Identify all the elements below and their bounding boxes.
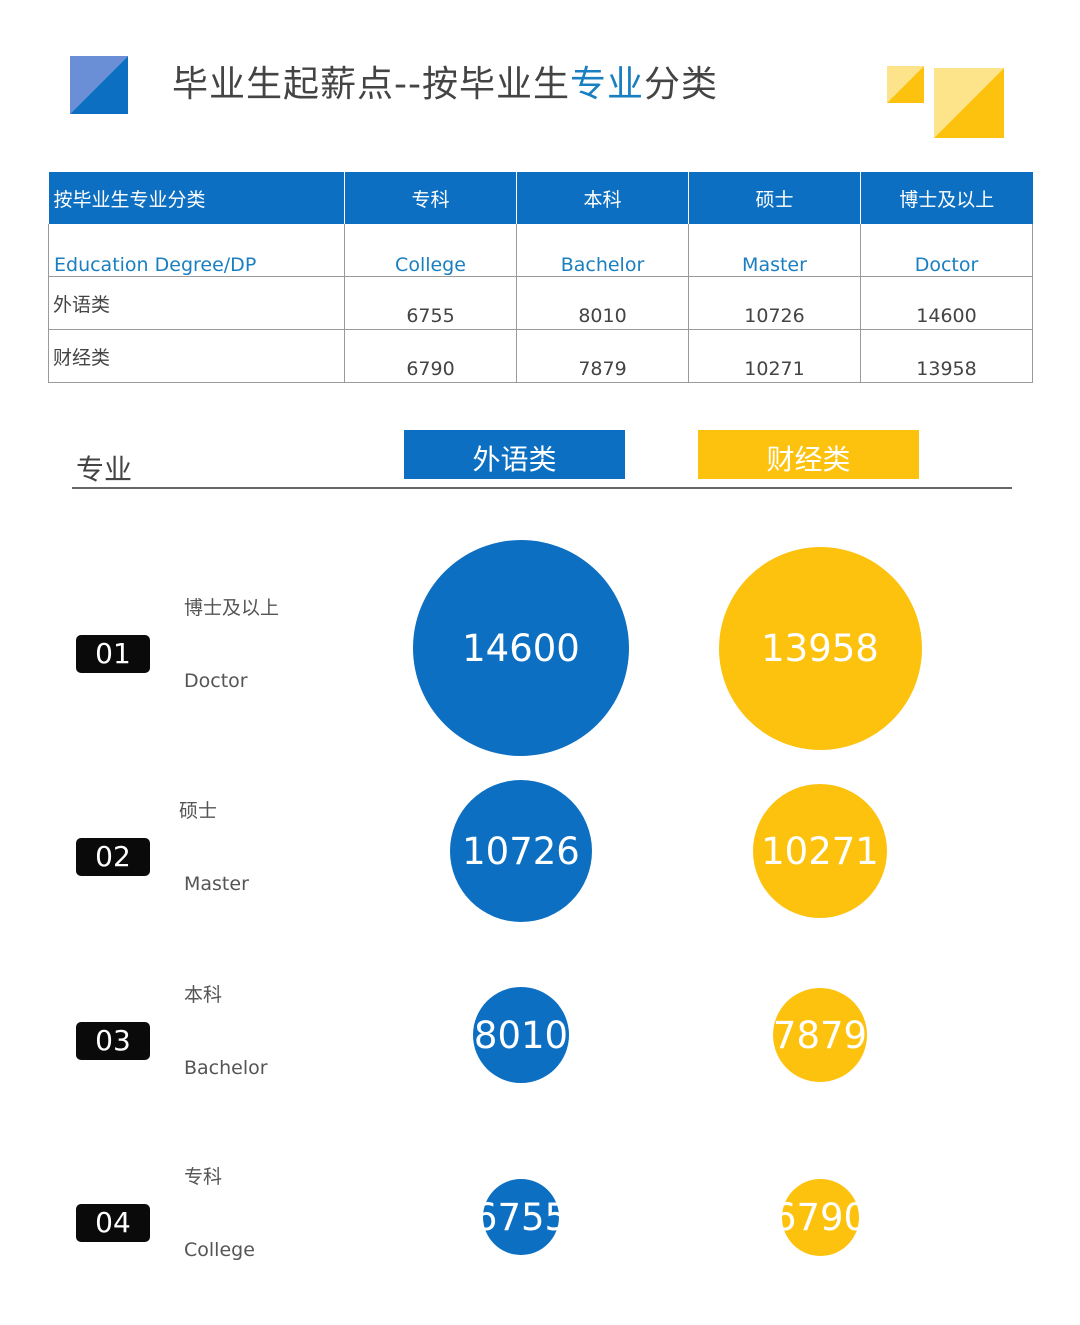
table-header: 博士及以上 (860, 172, 1033, 224)
table-subheader-row: Education Degree/DP College Bachelor Mas… (48, 224, 1033, 277)
table-subheader: Master (688, 224, 861, 277)
table-subheader: Bachelor (516, 224, 689, 277)
bubble-finance: 10271 (753, 784, 887, 918)
bubble-foreign-language: 8010 (473, 987, 569, 1083)
major-axis-label: 专业 (76, 453, 133, 486)
bubble-value-label: 13958 (761, 626, 879, 670)
table-cell: 14600 (860, 276, 1033, 330)
table-cell: 13958 (860, 329, 1033, 383)
table-row-label: 财经类 (48, 329, 345, 383)
table-cell: 6755 (344, 276, 517, 330)
blue-square-logo (70, 56, 128, 114)
rank-badge: 01 (76, 635, 150, 673)
legend-foreign-language: 外语类 (404, 430, 625, 479)
category-label-cn: 本科 (184, 984, 223, 1006)
title-part2: 分类 (644, 64, 719, 105)
bubble-foreign-language: 10726 (450, 780, 592, 922)
bubble-value-label: 14600 (462, 626, 580, 670)
legend-finance: 财经类 (698, 430, 919, 479)
table-subheader: Doctor (860, 224, 1033, 277)
bubble-finance: 13958 (718, 546, 922, 750)
table-row: 财经类 6790 7879 10271 13958 (48, 329, 1033, 383)
bubble-value-label: 6755 (473, 1195, 569, 1239)
bubble-value-label: 6790 (772, 1195, 868, 1239)
bubble-value-label: 10271 (761, 829, 879, 873)
category-label-cn: 博士及以上 (184, 597, 280, 619)
bubble-finance: 7879 (773, 988, 867, 1082)
yellow-squares-logo (887, 66, 1004, 138)
legend-divider (72, 487, 1012, 489)
table-header: 硕士 (688, 172, 861, 224)
table-header: 专科 (344, 172, 517, 224)
page-title: 毕业生起薪点--按毕业生专业分类 (172, 58, 718, 112)
table-cell: 7879 (516, 329, 689, 383)
table-subheader: Education Degree/DP (48, 224, 345, 277)
table-subheader: College (344, 224, 517, 277)
category-label-en: Doctor (184, 670, 248, 692)
bubble-value-label: 10726 (462, 829, 580, 873)
table-header: 本科 (516, 172, 689, 224)
title-highlight: 专业 (569, 64, 644, 105)
table-row: 外语类 6755 8010 10726 14600 (48, 276, 1033, 330)
rank-badge: 04 (76, 1204, 150, 1242)
table-header: 按毕业生专业分类 (48, 172, 345, 224)
title-part1: 毕业生起薪点--按毕业生 (172, 64, 570, 105)
table-cell: 10271 (688, 329, 861, 383)
rank-badge: 02 (76, 838, 150, 876)
category-label-cn: 硕士 (179, 800, 218, 822)
table-cell: 10726 (688, 276, 861, 330)
bubble-foreign-language: 6755 (474, 1179, 568, 1255)
category-label-cn: 专科 (184, 1166, 223, 1188)
category-label-en: Master (184, 873, 249, 895)
table-cell: 6790 (344, 329, 517, 383)
bubble-foreign-language: 14600 (413, 540, 629, 756)
salary-table: 按毕业生专业分类 专科 本科 硕士 博士及以上 Education Degree… (48, 172, 1033, 383)
table-cell: 8010 (516, 276, 689, 330)
category-label-en: College (184, 1239, 255, 1261)
bubble-finance: 6790 (773, 1178, 867, 1256)
category-label-en: Bachelor (184, 1057, 268, 1079)
rank-badge: 03 (76, 1022, 150, 1060)
table-row-label: 外语类 (48, 276, 345, 330)
bubble-value-label: 7879 (772, 1013, 868, 1057)
bubble-value-label: 8010 (473, 1013, 569, 1057)
